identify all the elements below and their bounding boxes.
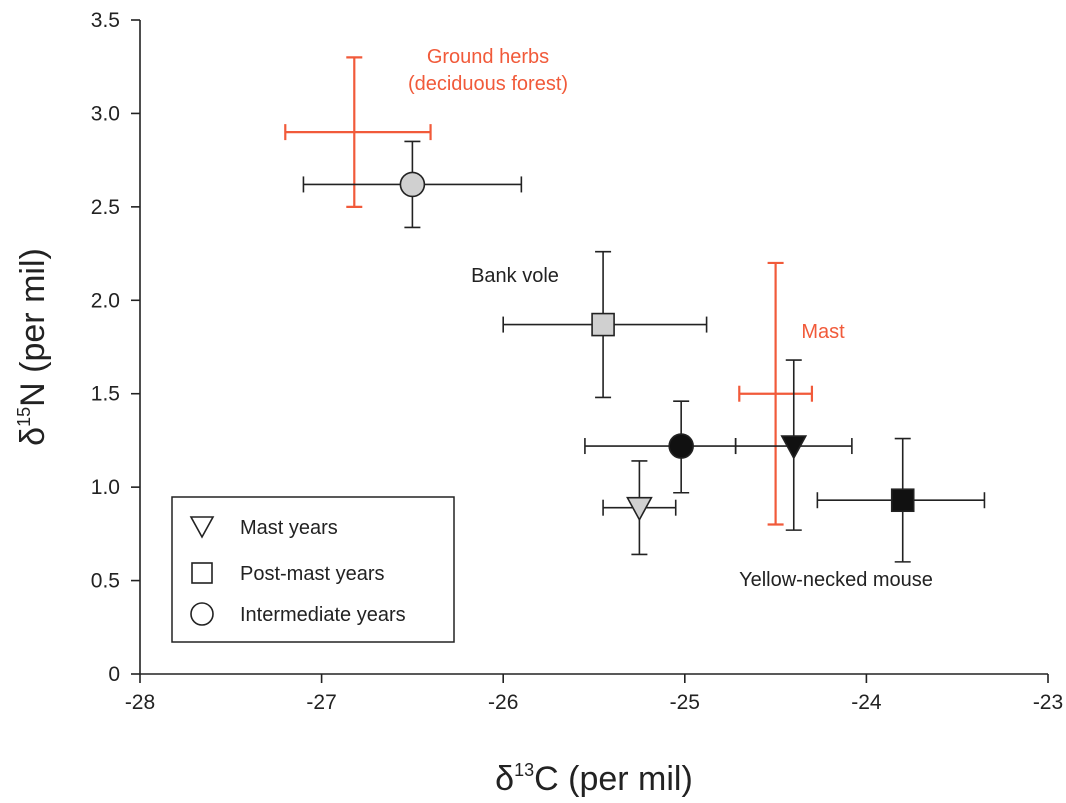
y-axis-title-sup: 15	[14, 407, 34, 427]
y-tick-label: 0.5	[91, 570, 120, 593]
legend: Mast years Post-mast years Intermediate …	[171, 496, 455, 643]
y-tick-label: 3.0	[91, 102, 120, 125]
y-tick-label: 1.5	[91, 383, 120, 406]
yellow-necked-mouse-post-mast-years	[816, 437, 986, 563]
y-axis-title: δ15N (per mil)	[14, 248, 52, 446]
yellow-necked-mouse-mast-years	[734, 359, 853, 531]
x-axis-title-sup: 13	[514, 760, 534, 780]
legend-box	[171, 496, 455, 643]
x-axis-title-main: C (per mil)	[534, 760, 693, 798]
x-axis-title-prefix: δ	[495, 760, 514, 798]
triangle-marker	[780, 435, 808, 460]
annotation-ground-herbs: Ground herbs	[427, 46, 549, 68]
yellow-necked-mouse-intermediate-years	[584, 400, 737, 494]
x-tick-label: -25	[670, 691, 700, 714]
legend-triangle-marker	[189, 516, 215, 539]
y-tick-label: 3.5	[91, 9, 120, 32]
x-tick-label: -28	[125, 691, 155, 714]
y-tick-label: 0	[108, 663, 120, 686]
x-axis-ticks: -28 -27 -26 -25 -24 -23	[125, 674, 1063, 714]
triangle-marker	[626, 496, 653, 522]
square-marker	[591, 312, 615, 337]
annotation-bank-vole: Bank vole	[471, 265, 559, 287]
circle-marker	[399, 171, 426, 198]
annotation-yellow-necked-mouse: Yellow-necked mouse	[739, 569, 933, 591]
mast-point	[738, 261, 814, 526]
y-tick-label: 1.0	[91, 476, 120, 499]
x-tick-label: -26	[488, 691, 518, 714]
legend-square-marker	[191, 562, 213, 584]
annotation-deciduous-forest: (deciduous forest)	[408, 73, 568, 95]
x-tick-label: -23	[1033, 691, 1063, 714]
x-tick-label: -27	[306, 691, 336, 714]
plot-area	[284, 56, 986, 563]
legend-label-intermediate-years: Intermediate years	[240, 604, 406, 626]
legend-circle-marker	[190, 602, 214, 626]
bank-vole-intermediate-years	[302, 140, 523, 229]
annotation-mast: Mast	[801, 321, 845, 343]
y-tick-label: 2.5	[91, 196, 120, 219]
y-axis-ticks: 0 0.5 1.0 1.5 2.0 2.5 3.0 3.5	[91, 9, 140, 686]
y-axis-title-main: N (per mil)	[14, 248, 52, 407]
x-tick-label: -24	[851, 691, 882, 714]
legend-label-post-mast-years: Post-mast years	[240, 563, 384, 585]
bank-vole-post-mast-years	[502, 250, 708, 399]
y-tick-label: 2.0	[91, 289, 120, 312]
square-marker	[890, 488, 915, 513]
x-axis-title: δ13C (per mil)	[495, 760, 693, 798]
y-axis-title-prefix: δ	[14, 427, 52, 446]
ground-herbs-deciduous-forest-point	[284, 56, 432, 208]
legend-label-mast-years: Mast years	[240, 517, 338, 539]
circle-marker	[668, 433, 694, 459]
bank-vole-mast-years	[602, 460, 677, 556]
